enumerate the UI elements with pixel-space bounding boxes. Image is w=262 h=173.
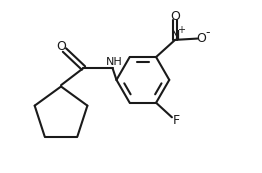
Text: F: F [172,114,179,127]
Text: O: O [196,32,206,45]
Text: N: N [170,29,180,42]
Text: O: O [56,40,66,53]
Text: +: + [177,25,185,35]
Text: -: - [205,26,210,39]
Text: NH: NH [106,57,122,67]
Text: O: O [170,10,180,23]
